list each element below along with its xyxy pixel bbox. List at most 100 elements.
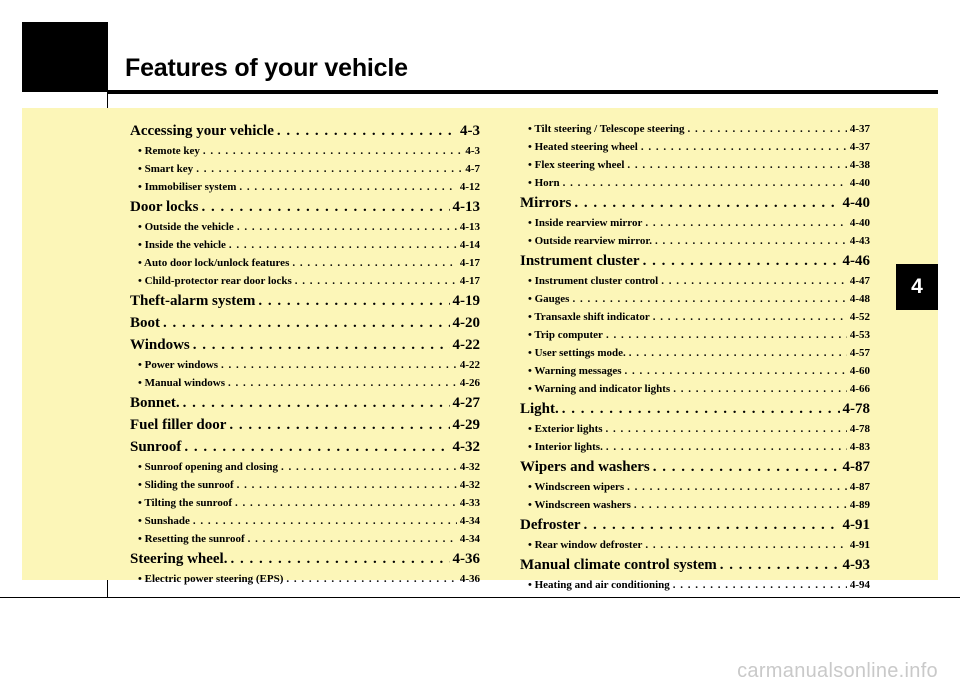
toc-subsection-entry[interactable]: • Rear window defroster 4-91 (520, 536, 870, 554)
toc-page-number: 4-17 (459, 275, 480, 287)
toc-dot-leader (626, 344, 847, 362)
chapter-tab[interactable]: 4 (896, 264, 938, 310)
toc-page-number: 4-37 (849, 141, 870, 153)
toc-dot-leader (234, 218, 457, 236)
toc-dot-leader (226, 236, 457, 254)
toc-page-number: 4-40 (842, 195, 871, 211)
toc-subsection-entry[interactable]: • Electric power steering (EPS) 4-36 (130, 570, 480, 588)
toc-entry-label: • Flex steering wheel (528, 159, 625, 171)
toc-subsection-entry[interactable]: • Smart key 4-7 (130, 160, 480, 178)
toc-section-entry[interactable]: Steering wheel. 4-36 (130, 548, 480, 570)
toc-subsection-entry[interactable]: • Sunshade 4-34 (130, 512, 480, 530)
toc-subsection-entry[interactable]: • Manual windows 4-26 (130, 374, 480, 392)
toc-subsection-entry[interactable]: • Inside the vehicle 4-14 (130, 236, 480, 254)
toc-entry-label: • Transaxle shift indicator (528, 311, 650, 323)
watermark: carmanualsonline.info (737, 660, 938, 682)
toc-subsection-entry[interactable]: • Power windows 4-22 (130, 356, 480, 374)
toc-dot-leader (255, 290, 449, 312)
toc-dot-leader (640, 250, 840, 272)
toc-section-entry[interactable]: Accessing your vehicle 4-3 (130, 120, 480, 142)
toc-entry-label: Fuel filler door (130, 417, 227, 433)
toc-section-entry[interactable]: Sunroof 4-32 (130, 436, 480, 458)
toc-section-entry[interactable]: Fuel filler door 4-29 (130, 414, 480, 436)
toc-subsection-entry[interactable]: • Child-protector rear door locks 4-17 (130, 272, 480, 290)
page-title: Features of your vehicle (125, 54, 408, 82)
toc-subsection-entry[interactable]: • Heated steering wheel 4-37 (520, 138, 870, 156)
toc-subsection-entry[interactable]: • Inside rearview mirror 4-40 (520, 214, 870, 232)
toc-subsection-entry[interactable]: • Transaxle shift indicator 4-52 (520, 308, 870, 326)
toc-section-entry[interactable]: Manual climate control system 4-93 (520, 554, 870, 576)
toc-entry-label: • Power windows (138, 359, 219, 371)
toc-dot-leader (245, 530, 457, 548)
toc-entry-label: • Outside the vehicle (138, 221, 234, 233)
toc-subsection-entry[interactable]: • Gauges 4-48 (520, 290, 870, 308)
toc-dot-leader (190, 512, 457, 530)
toc-dot-leader (181, 436, 449, 458)
toc-page-number: 4-53 (849, 329, 870, 341)
toc-page-number: 4-91 (849, 539, 870, 551)
toc-entry-label: • User settings mode. (528, 347, 626, 359)
toc-subsection-entry[interactable]: • Outside rearview mirror. 4-43 (520, 232, 870, 250)
header-corner-block (22, 22, 108, 92)
toc-page-number: 4-29 (452, 417, 481, 433)
toc-subsection-entry[interactable]: • Exterior lights 4-78 (520, 420, 870, 438)
toc-section-entry[interactable]: Light. 4-78 (520, 398, 870, 420)
toc-subsection-entry[interactable]: • Windscreen washers 4-89 (520, 496, 870, 514)
toc-page-number: 4-93 (842, 557, 871, 573)
toc-subsection-entry[interactable]: • Tilt steering / Telescope steering 4-37 (520, 120, 870, 138)
toc-entry-label: Theft-alarm system (130, 293, 256, 309)
toc-entry-label: • Warning messages (528, 365, 622, 377)
toc-section-entry[interactable]: Windows 4-22 (130, 334, 480, 356)
toc-dot-leader (603, 438, 847, 456)
toc-subsection-entry[interactable]: • Heating and air conditioning 4-94 (520, 576, 870, 594)
toc-entry-label: • Immobiliser system (138, 181, 237, 193)
toc-dot-leader (631, 496, 847, 514)
toc-page-number: 4-26 (459, 377, 480, 389)
toc-entry-label: • Windscreen washers (528, 499, 631, 511)
toc-dot-leader (180, 392, 450, 414)
toc-subsection-entry[interactable]: • User settings mode. 4-57 (520, 344, 870, 362)
toc-page-number: 4-89 (849, 499, 870, 511)
toc-subsection-entry[interactable]: • Tilting the sunroof 4-33 (130, 494, 480, 512)
toc-subsection-entry[interactable]: • Warning messages 4-60 (520, 362, 870, 380)
toc-subsection-entry[interactable]: • Outside the vehicle 4-13 (130, 218, 480, 236)
toc-subsection-entry[interactable]: • Windscreen wipers 4-87 (520, 478, 870, 496)
toc-entry-label: • Gauges (528, 293, 570, 305)
toc-subsection-entry[interactable]: • Sliding the sunroof 4-32 (130, 476, 480, 494)
toc-entry-label: Light. (520, 401, 559, 417)
toc-entry-label: Sunroof (130, 439, 182, 455)
toc-subsection-entry[interactable]: • Instrument cluster control 4-47 (520, 272, 870, 290)
toc-entry-label: Boot (130, 315, 160, 331)
toc-dot-leader (571, 192, 839, 214)
toc-dot-leader (603, 326, 847, 344)
toc-section-entry[interactable]: Theft-alarm system 4-19 (130, 290, 480, 312)
toc-subsection-entry[interactable]: • Warning and indicator lights 4-66 (520, 380, 870, 398)
toc-dot-leader (560, 174, 847, 192)
toc-section-entry[interactable]: Mirrors 4-40 (520, 192, 870, 214)
toc-subsection-entry[interactable]: • Flex steering wheel 4-38 (520, 156, 870, 174)
toc-entry-label: • Tilt steering / Telescope steering (528, 123, 685, 135)
toc-subsection-entry[interactable]: • Trip computer 4-53 (520, 326, 870, 344)
toc-subsection-entry[interactable]: • Auto door lock/unlock features 4-17 (130, 254, 480, 272)
toc-entry-label: • Electric power steering (EPS) (138, 573, 284, 585)
toc-subsection-entry[interactable]: • Sunroof opening and closing 4-32 (130, 458, 480, 476)
toc-section-entry[interactable]: Wipers and washers 4-87 (520, 456, 870, 478)
toc-page-number: 4-34 (459, 533, 480, 545)
toc-section-entry[interactable]: Defroster 4-91 (520, 514, 870, 536)
toc-subsection-entry[interactable]: • Horn 4-40 (520, 174, 870, 192)
toc-section-entry[interactable]: Bonnet. 4-27 (130, 392, 480, 414)
toc-subsection-entry[interactable]: • Immobiliser system 4-12 (130, 178, 480, 196)
toc-page-number: 4-7 (465, 163, 480, 175)
toc-section-entry[interactable]: Instrument cluster 4-46 (520, 250, 870, 272)
toc-section-entry[interactable]: Boot 4-20 (130, 312, 480, 334)
toc-section-entry[interactable]: Door locks 4-13 (130, 196, 480, 218)
footer-rule (0, 597, 960, 598)
toc-page-number: 4-19 (452, 293, 481, 309)
toc-subsection-entry[interactable]: • Interior lights. 4-83 (520, 438, 870, 456)
toc-dot-leader (559, 398, 840, 420)
toc-dot-leader (652, 232, 847, 250)
toc-subsection-entry[interactable]: • Remote key 4-3 (130, 142, 480, 160)
toc-dot-leader (218, 356, 457, 374)
toc-subsection-entry[interactable]: • Resetting the sunroof 4-34 (130, 530, 480, 548)
toc-dot-leader (638, 138, 847, 156)
